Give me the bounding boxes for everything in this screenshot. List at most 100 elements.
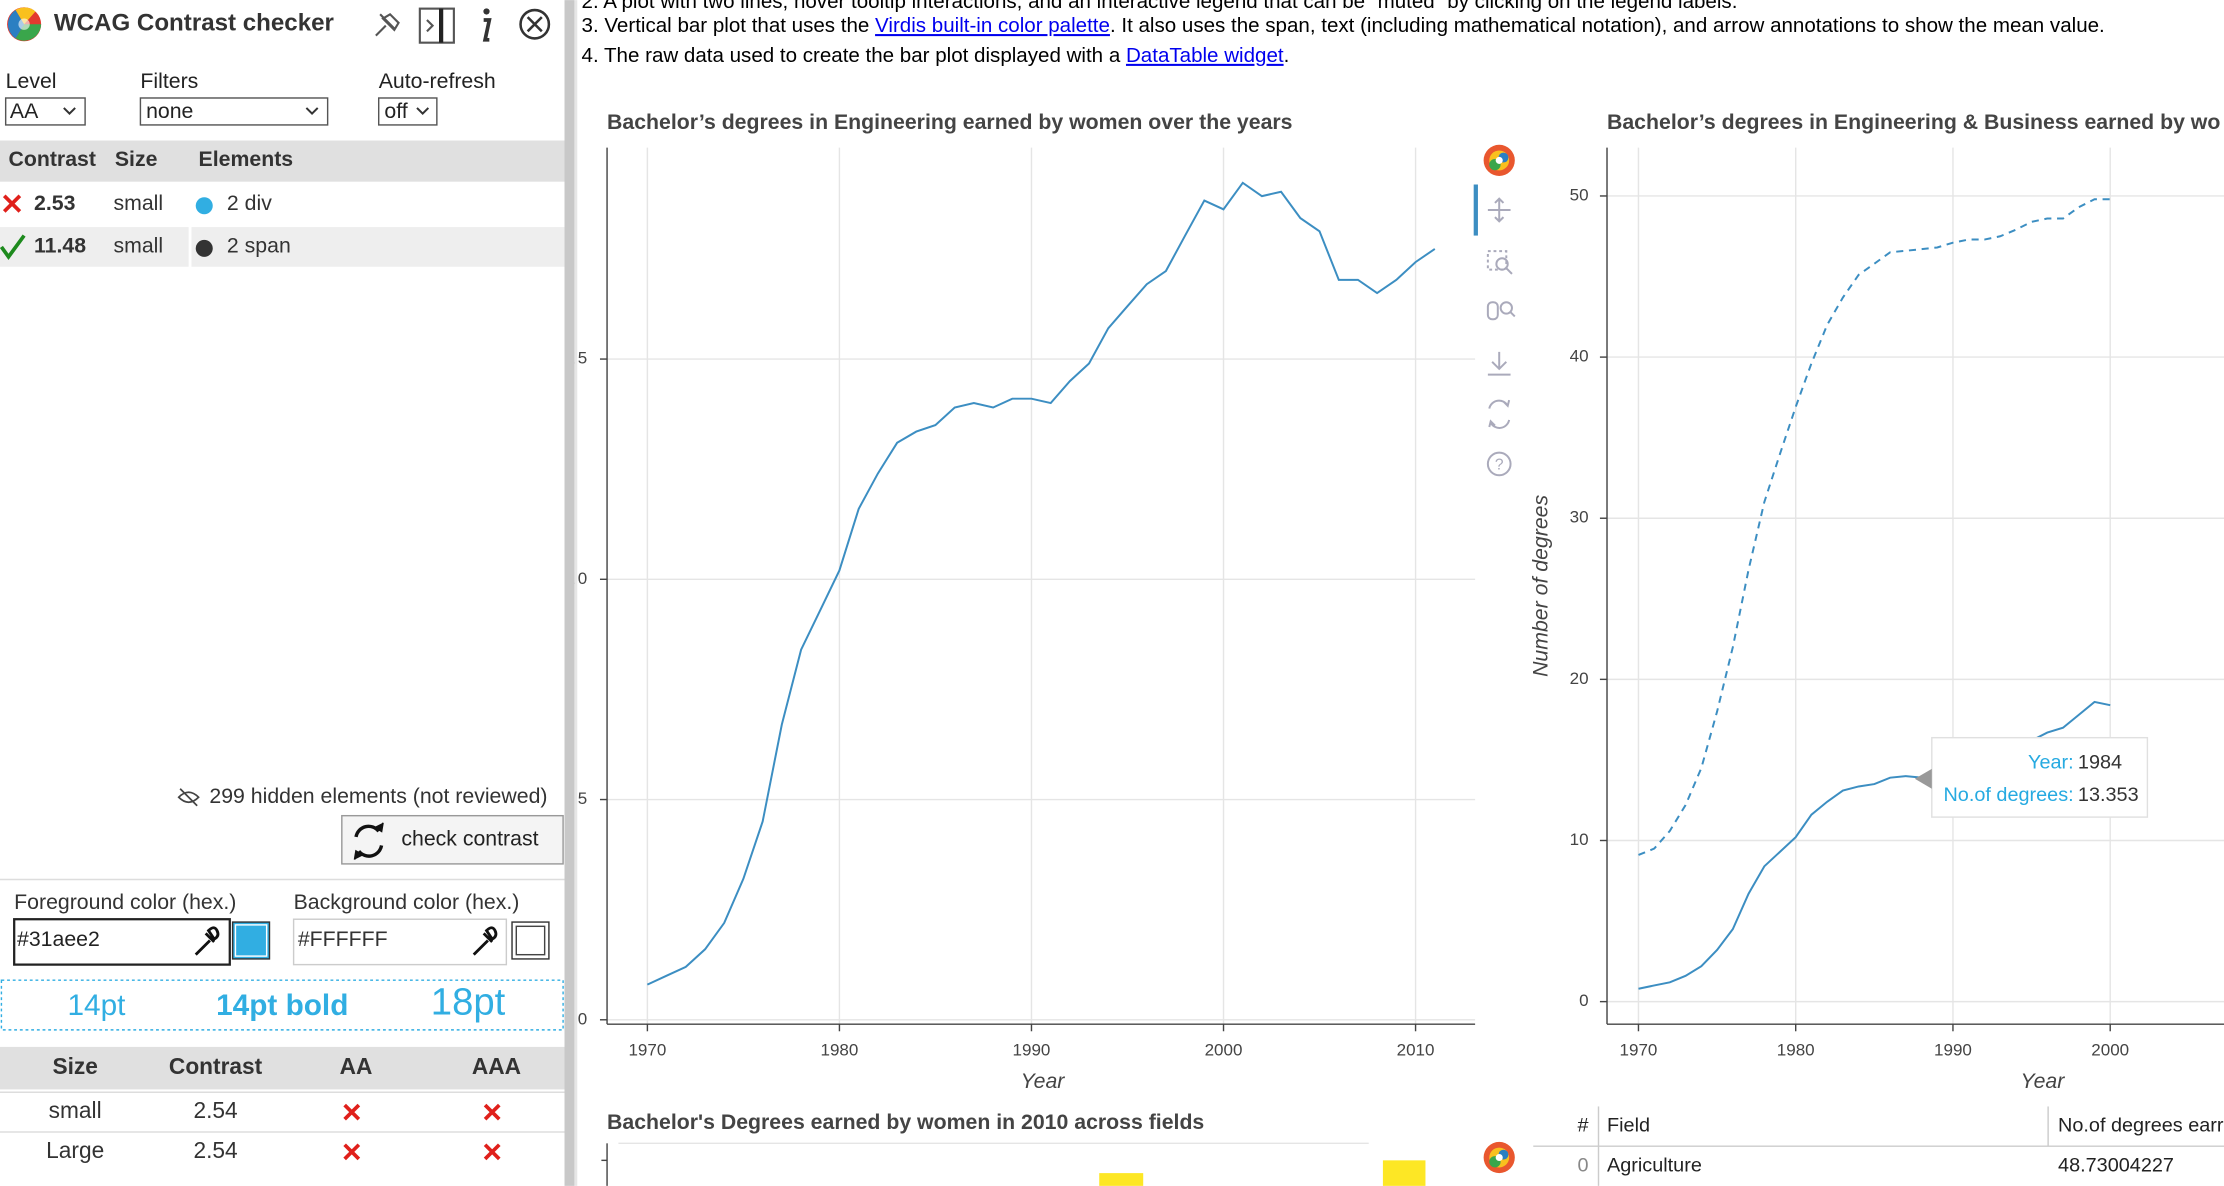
hidden-note: 299 hidden elements (not reviewed) [209, 784, 547, 808]
doc-link[interactable]: DataTable widget [1126, 44, 1284, 67]
chart-title: Bachelor's Degrees earned by women in 20… [607, 1110, 1204, 1134]
filters-select[interactable] [139, 97, 329, 126]
color-dot [195, 197, 213, 215]
doc-line: 2. A plot with two lines, hover tooltip … [582, 0, 1738, 13]
summary-contrast: 2.54 [194, 1137, 238, 1163]
data-table: # Field No.of degrees earr 0 Agriculture 48.7… [1533, 1106, 2224, 1186]
plot-toolbar: ? [1473, 144, 1516, 1174]
bokeh-logo[interactable] [1483, 144, 1515, 176]
foreground-swatch [231, 921, 271, 960]
series-line [1638, 198, 2111, 856]
input-value: #FFFFFF [298, 927, 388, 951]
document-area: 2. A plot with two lines, hover tooltip … [568, 0, 2224, 1093]
bar-top [1382, 1160, 1426, 1186]
summary-header-cell: Size [52, 1053, 97, 1079]
preview-box [0, 979, 564, 1031]
active-tool-marker [1473, 184, 1478, 236]
tooltip-label: Year: [2028, 751, 2074, 773]
summary-size: Large [46, 1137, 104, 1163]
tooltip-value: 1984 [2078, 751, 2122, 773]
table-header: No.of degrees earr [2058, 1115, 2224, 1137]
pin-button[interactable] [375, 12, 400, 37]
input-value: #31aee2 [17, 927, 100, 951]
pan-tool[interactable] [1487, 197, 1511, 223]
field-label: Background color (hex.) [294, 890, 520, 914]
app-logo [7, 7, 42, 42]
color-dot [195, 239, 213, 257]
doc-text: 2. A plot with two lines, hover tooltip … [582, 0, 1738, 13]
line-chart: Bachelor’s degrees in Engineering & Busi… [1528, 110, 2224, 1093]
level-select[interactable] [4, 97, 86, 126]
info-button[interactable] [482, 8, 492, 42]
fail-icon [483, 1143, 501, 1161]
summary-header [0, 1046, 565, 1090]
select-value: AA [10, 99, 39, 123]
field-label: Foreground color (hex.) [14, 890, 236, 914]
contrast-value: 11.48 [34, 234, 86, 258]
preview-text: 18pt [431, 980, 506, 1023]
dock-button[interactable] [418, 7, 455, 44]
elements-value[interactable]: 2 div [227, 191, 272, 215]
contrast-panel: WCAG Contrast checker Level AA Filters n… [0, 0, 578, 1186]
y-tick-label: 50 [1570, 185, 1589, 204]
doc-text: . It also uses the span, text (including… [1110, 15, 2105, 38]
eyedropper-button[interactable] [194, 926, 220, 956]
x-tick-label: 2000 [1205, 1041, 1243, 1060]
panel-divider-edge [574, 0, 578, 1186]
auto-refresh-select[interactable] [377, 97, 438, 126]
tooltip-label: No.of degrees: [1943, 784, 2073, 806]
fail-icon [2, 194, 22, 213]
x-axis-label: Year [1021, 1069, 1066, 1093]
panel-divider[interactable] [564, 0, 575, 1186]
summary-size: small [49, 1097, 102, 1123]
eye-off-icon [177, 788, 200, 807]
foreground-input[interactable] [13, 918, 231, 966]
field-label: Filters [140, 69, 198, 93]
x-tick-label: 2010 [1397, 1041, 1435, 1060]
summary-header-cell: Contrast [169, 1053, 263, 1079]
table-cell: 48.73004227 [2058, 1154, 2174, 1176]
tooltip-pointer [1914, 768, 1932, 789]
line-chart: Bachelor’s degrees in Engineering earned… [568, 110, 1476, 1093]
fail-icon [483, 1103, 501, 1121]
doc-link[interactable]: Virdis built-in color palette [875, 15, 1110, 38]
x-tick-label: 1970 [1620, 1041, 1658, 1060]
results-header-cell: Contrast [9, 147, 96, 171]
swatch-inner [234, 924, 268, 957]
results-header-cell: Size [115, 147, 158, 171]
x-tick-label: 2000 [2091, 1041, 2129, 1060]
y-tick-label: 0 [1579, 991, 1588, 1010]
fail-icon [343, 1143, 361, 1161]
chart-title: Bachelor’s degrees in Engineering earned… [607, 110, 1292, 134]
chart-title: Bachelor’s degrees in Engineering & Busi… [1607, 110, 2220, 134]
bar-top [1099, 1173, 1144, 1186]
table-header: Field [1607, 1115, 1650, 1137]
eyedropper-button[interactable] [472, 926, 498, 956]
y-tick-label: 5 [578, 789, 587, 808]
field-label: Level [6, 69, 57, 93]
button-label: check contrast [401, 826, 538, 850]
hover-tooltip: Year: 1984 No.of degrees: 13.353 [1914, 736, 2149, 818]
tooltip-box [1931, 736, 2149, 818]
box-zoom-tool[interactable] [1486, 250, 1513, 275]
elements-value[interactable]: 2 span [227, 234, 291, 258]
check-contrast-button[interactable] [341, 814, 564, 865]
close-button[interactable] [519, 8, 551, 40]
x-tick-label: 1990 [1934, 1041, 1972, 1060]
preview-text: 14pt bold [216, 989, 348, 1022]
bokeh-logo[interactable] [1483, 1141, 1515, 1174]
size-value: small [113, 191, 163, 215]
doc-line: 4. The raw data used to create the bar p… [582, 44, 1290, 67]
y-tick-label: 20 [1570, 669, 1589, 688]
reset-tool[interactable] [1488, 399, 1511, 429]
doc-text: 3. Vertical bar plot that uses the [582, 15, 876, 38]
pass-icon [0, 234, 26, 260]
background-input[interactable] [292, 918, 508, 966]
wheel-zoom-tool[interactable] [1486, 301, 1516, 321]
save-tool[interactable] [1487, 351, 1511, 376]
help-tool[interactable]: ? [1486, 451, 1512, 477]
summary-header-cell: AAA [472, 1053, 521, 1079]
summary-contrast: 2.54 [194, 1097, 238, 1123]
